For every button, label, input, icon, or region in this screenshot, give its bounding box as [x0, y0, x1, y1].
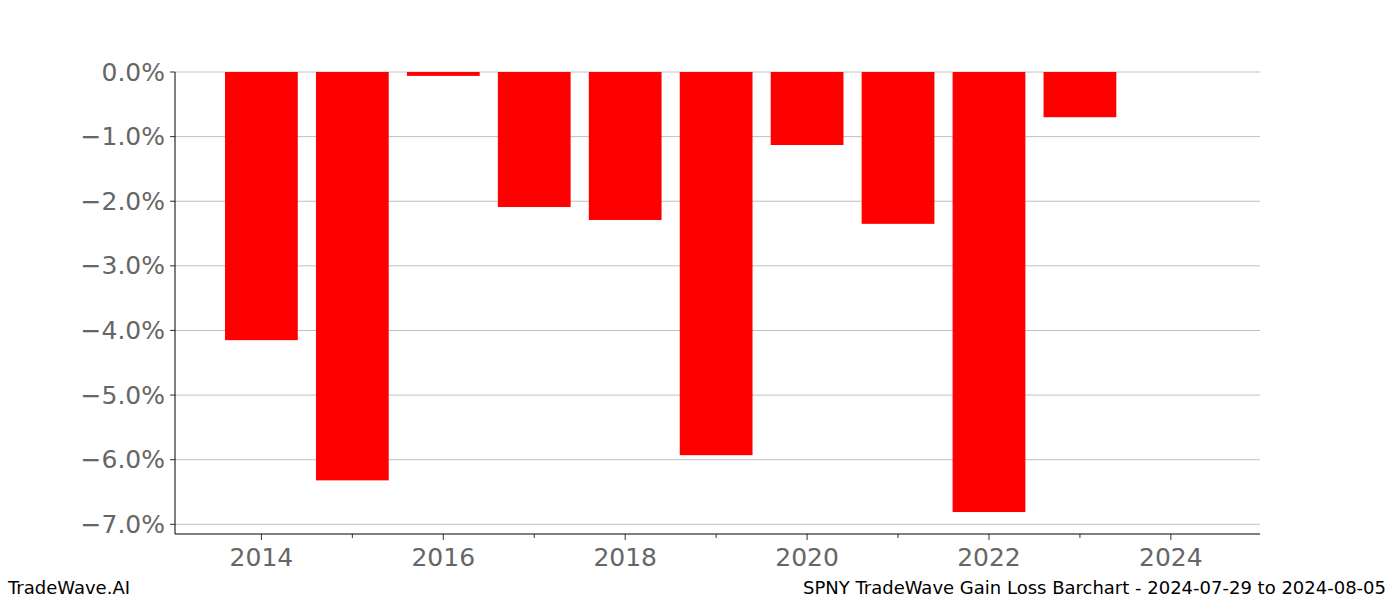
bar [498, 72, 571, 207]
y-tick-label: −1.0% [81, 122, 165, 151]
y-tick [170, 201, 175, 202]
grid-line [175, 524, 1260, 525]
y-tick [170, 72, 175, 73]
x-tick-label: 2018 [593, 543, 657, 572]
bar [407, 72, 480, 76]
x-tick-label: 2022 [957, 543, 1021, 572]
y-tick [170, 330, 175, 331]
bar [953, 72, 1026, 512]
x-minor-tick [534, 534, 535, 538]
title: SPNY TradeWave Gain Loss Barchart - 2024… [803, 577, 1386, 598]
bar [771, 72, 844, 145]
x-tick [807, 534, 808, 540]
x-tick-label: 2014 [230, 543, 294, 572]
x-tick [1170, 534, 1171, 540]
x-tick [988, 534, 989, 540]
x-tick-label: 2024 [1139, 543, 1203, 572]
y-tick-label: 0.0% [101, 58, 165, 87]
bar [316, 72, 389, 480]
y-tick-label: −4.0% [81, 316, 165, 345]
bar [225, 72, 298, 340]
chart: 0.0% −1.0% −2.0% −3.0% −4.0% −5.0% −6.0% −7.0% 2… [0, 0, 1400, 600]
x-minor-tick [898, 534, 899, 538]
bar [589, 72, 662, 220]
y-tick-label: −6.0% [81, 445, 165, 474]
bar [1044, 72, 1117, 117]
y-tick-label: −3.0% [81, 251, 165, 280]
y-tick [170, 136, 175, 137]
x-tick [443, 534, 444, 540]
x-tick-label: 2020 [775, 543, 839, 572]
y-tick [170, 265, 175, 266]
x-tick [625, 534, 626, 540]
x-minor-tick [352, 534, 353, 538]
y-tick-label: −7.0% [81, 510, 165, 539]
bar [680, 72, 753, 455]
y-tick-label: −5.0% [81, 381, 165, 410]
x-minor-tick [716, 534, 717, 538]
bar [862, 72, 935, 224]
x-tick [261, 534, 262, 540]
x-minor-tick [1079, 534, 1080, 538]
y-tick-label: −2.0% [81, 187, 165, 216]
y-tick [170, 395, 175, 396]
y-tick [170, 459, 175, 460]
bars [225, 72, 1116, 512]
annotation: TradeWave.AI [7, 577, 130, 598]
y-tick [170, 524, 175, 525]
x-axis [175, 534, 1260, 535]
y-axis [175, 72, 176, 534]
x-tick-label: 2016 [411, 543, 475, 572]
